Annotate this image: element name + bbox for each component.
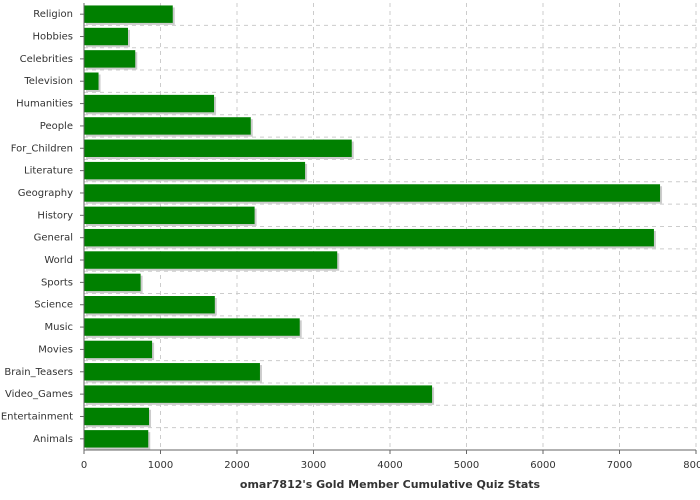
bar [84, 184, 661, 202]
bar [84, 94, 215, 113]
bar [84, 117, 251, 135]
y-tick-label: Science [34, 300, 73, 311]
chart-title: omar7812's Gold Member Cumulative Quiz S… [240, 478, 541, 491]
bar [84, 206, 255, 225]
x-tick-label: 4000 [377, 460, 402, 471]
bar [84, 27, 128, 46]
y-tick-label: Brain_Teasers [4, 367, 73, 378]
bar [84, 5, 173, 23]
bar [84, 363, 260, 381]
y-tick-label: Celebrities [20, 54, 73, 65]
y-tick-label: World [44, 255, 73, 266]
bar [84, 139, 352, 157]
x-tick-label: 2000 [224, 460, 249, 471]
y-tick-label: Movies [38, 344, 73, 355]
bar [84, 296, 215, 314]
y-tick-label: Geography [18, 188, 73, 199]
bar [84, 430, 149, 448]
y-tick-label: Literature [24, 166, 73, 177]
x-tick-label: 6000 [530, 460, 555, 471]
bar [84, 273, 141, 292]
y-tick-label: Animals [33, 434, 73, 445]
bar [84, 72, 99, 90]
y-tick-label: Hobbies [33, 32, 73, 43]
bar [84, 161, 306, 180]
y-tick-label: History [37, 210, 73, 221]
y-tick-label: Television [23, 76, 73, 87]
y-tick-label: Humanities [16, 99, 73, 110]
y-tick-label: Sports [41, 277, 73, 288]
bar [84, 340, 153, 359]
x-tick-label: 8000 [683, 460, 700, 471]
bar [84, 251, 338, 269]
bar [84, 50, 136, 68]
y-tick-label: Religion [33, 9, 73, 20]
bar [84, 385, 433, 403]
x-tick-label: 5000 [454, 460, 479, 471]
bar [84, 228, 654, 247]
x-tick-label: 7000 [607, 460, 632, 471]
y-tick-label: General [34, 233, 73, 244]
bar [84, 407, 150, 426]
bar [84, 318, 300, 336]
y-tick-label: Entertainment [1, 411, 73, 422]
y-tick-label: Video_Games [5, 389, 73, 400]
y-tick-label: Music [45, 322, 73, 333]
x-tick-label: 0 [81, 460, 87, 471]
x-tick-label: 1000 [148, 460, 173, 471]
y-tick-label: For_Children [11, 143, 73, 154]
x-tick-label: 3000 [301, 460, 326, 471]
y-tick-label: People [40, 121, 73, 132]
